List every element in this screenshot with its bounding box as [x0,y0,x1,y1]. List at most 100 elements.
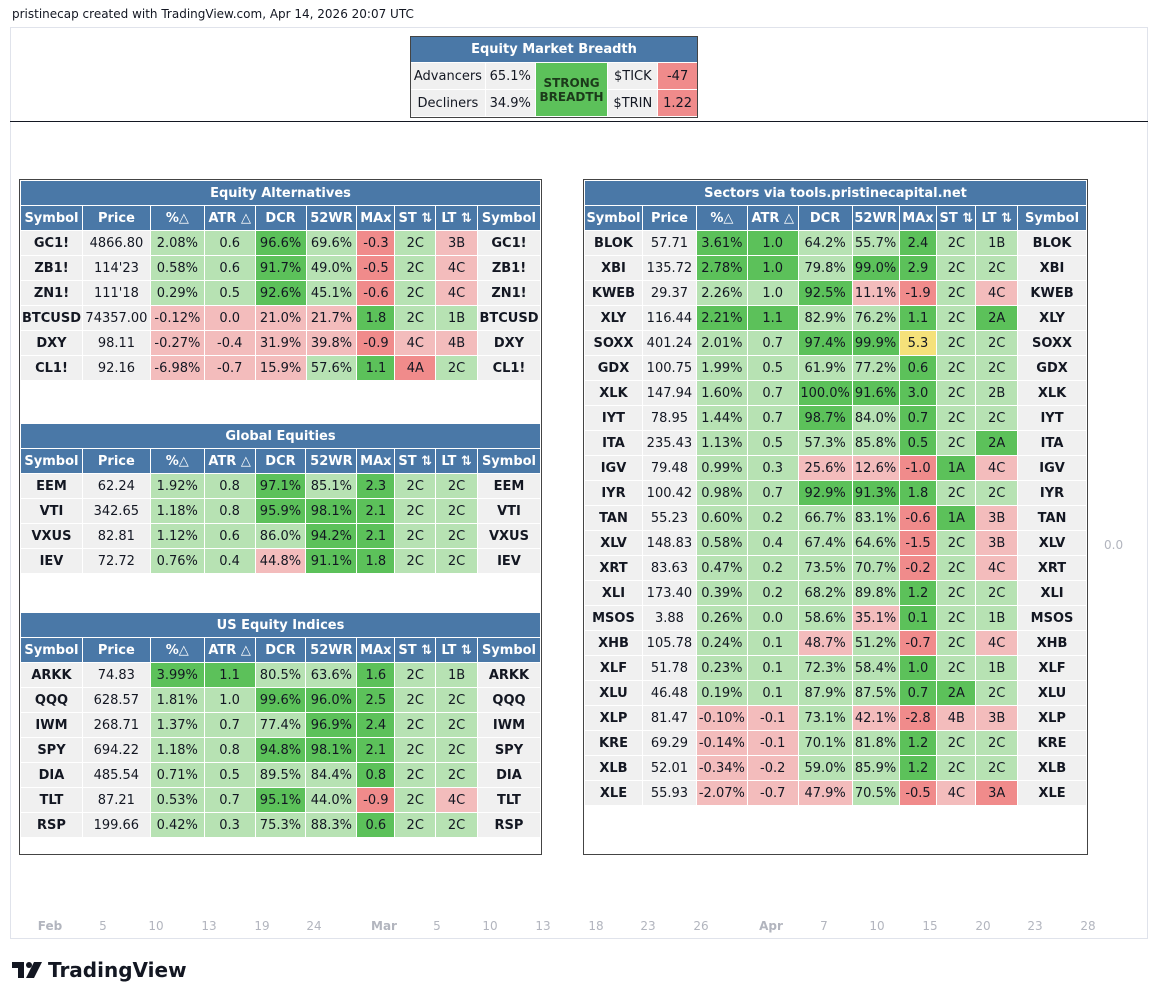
column-header: Symbol [476,637,542,663]
column-header: 52WR [305,637,358,663]
value-cell: 1.0 [898,655,938,681]
table-title: Sectors via tools.pristinecapital.net [584,180,1087,206]
value-cell: 1.18% [149,737,205,763]
value-cell: 2.78% [695,255,748,281]
value-cell: 0.4 [203,548,256,574]
value-cell: 84.0% [851,405,900,431]
value-cell: 1.0 [746,255,799,281]
value-cell: 83.1% [851,505,900,531]
symbol-cell: BTCUSD [20,305,83,331]
value-cell: -2.07% [695,780,748,806]
symbol-cell: DXY [476,330,542,356]
value-cell: 0.7 [203,787,256,813]
table-row: CL1! 92.16 -6.98% -0.7 15.9% 57.6% 1.1 4A 2C CL1! [20,355,542,381]
value-cell: 63.6% [305,662,358,688]
symbol-cell: KRE [1017,730,1087,756]
symbol-cell: IGV [584,455,643,481]
value-cell: 2C [936,555,977,581]
value-cell: 0.1 [898,605,938,631]
value-cell: 70.5% [851,780,900,806]
column-header: %△ [149,205,205,231]
symbol-cell: ITA [1017,430,1087,456]
value-cell: 2C [975,480,1019,506]
symbol-cell: VTI [476,498,542,524]
value-cell: 0.8 [203,737,256,763]
table-row: IYT 78.95 1.44% 0.7 98.7% 84.0% 0.7 2C 2C IYT [584,405,1087,431]
value-cell: 2A [975,430,1019,456]
table-row: KWEB 29.37 2.26% 1.0 92.5% 11.1% -1.9 2C 4C KWEB [584,280,1087,306]
table-row: MSOS 3.88 0.26% 0.0 58.6% 35.1% 0.1 2C 1B MSOS [584,605,1087,631]
value-cell: 1B [975,230,1019,256]
column-header: %△ [695,205,748,231]
value-cell: 2A [936,680,977,706]
value-cell: 2C [394,280,437,306]
symbol-cell: ARKK [476,662,542,688]
pane-divider[interactable] [10,121,1148,122]
table-row: VXUS 82.81 1.12% 0.6 86.0% 94.2% 2.1 2C 2C VXUS [20,523,542,549]
value-cell: 2.08% [149,230,205,256]
value-cell: 0.1 [746,630,799,656]
value-cell: 0.2 [746,555,799,581]
value-cell: 1A [936,455,977,481]
time-axis-label: 20 [975,919,991,933]
value-cell: 42.1% [851,705,900,731]
value-cell: 2C [394,255,437,281]
value-cell: 2C [435,523,478,549]
value-cell: 2B [975,380,1019,406]
tradingview-logo[interactable]: TradingView [12,958,187,982]
value-cell: 73.5% [797,555,853,581]
symbol-cell: SOXX [1017,330,1087,356]
symbol-cell: XLY [584,305,643,331]
value-cell: 64.6% [851,530,900,556]
value-cell: 92.5% [797,280,853,306]
value-cell: 3A [975,780,1019,806]
time-axis-label: 19 [254,919,270,933]
symbol-cell: IEV [20,548,83,574]
value-cell: 98.1% [305,498,358,524]
value-cell: 72.72 [81,548,151,574]
symbol-cell: XLI [1017,580,1087,606]
value-cell: 2C [975,330,1019,356]
symbol-cell: BTCUSD [476,305,542,331]
symbol-cell: IGV [1017,455,1087,481]
symbol-cell: DIA [20,762,83,788]
value-cell: 1B [435,662,478,688]
value-cell: 98.7% [797,405,853,431]
value-cell: 2C [975,730,1019,756]
value-cell: 31.9% [254,330,307,356]
value-cell: 2C [936,605,977,631]
value-cell: 83.63 [641,555,697,581]
value-cell: 45.1% [305,280,358,306]
symbol-cell: ZB1! [20,255,83,281]
time-axis-label: Feb [37,919,63,933]
value-cell: -1.9 [898,280,938,306]
table-row: XLK 147.94 1.60% 0.7 100.0% 91.6% 3.0 2C 2B XLK [584,380,1087,406]
table-row: DXY 98.11 -0.27% -0.4 31.9% 39.8% -0.9 4C 4B DXY [20,330,542,356]
value-cell: 485.54 [81,762,151,788]
table-row: KRE 69.29 -0.14% -0.1 70.1% 81.8% 1.2 2C 2C KRE [584,730,1087,756]
column-header: MAx [356,448,396,474]
symbol-cell: XLF [584,655,643,681]
tick-value: -47 [657,62,698,90]
value-cell: 47.9% [797,780,853,806]
value-cell: 2.01% [695,330,748,356]
value-cell: 0.7 [898,680,938,706]
table-row: XLB 52.01 -0.34% -0.2 59.0% 85.9% 1.2 2C 2C XLB [584,755,1087,781]
table-row: XLE 55.93 -2.07% -0.7 47.9% 70.5% -0.5 4C 3A XLE [584,780,1087,806]
value-cell: 199.66 [81,812,151,838]
table-row: EEM 62.24 1.92% 0.8 97.1% 85.1% 2.3 2C 2C EEM [20,473,542,499]
equity-alternatives-table: Equity Alternatives Symbol Price %△ ATR △ DCR… [20,180,542,381]
value-cell: 79.8% [797,255,853,281]
symbol-cell: CL1! [20,355,83,381]
value-cell: 0.23% [695,655,748,681]
column-header: %△ [149,637,205,663]
time-axis-label: 23 [1027,919,1043,933]
value-cell: 2C [936,755,977,781]
value-cell: 5.3 [898,330,938,356]
symbol-cell: DIA [476,762,542,788]
value-cell: 0.7 [746,380,799,406]
value-cell: 51.2% [851,630,900,656]
value-cell: 85.9% [851,755,900,781]
value-cell: 2C [936,480,977,506]
symbol-cell: IWM [476,712,542,738]
